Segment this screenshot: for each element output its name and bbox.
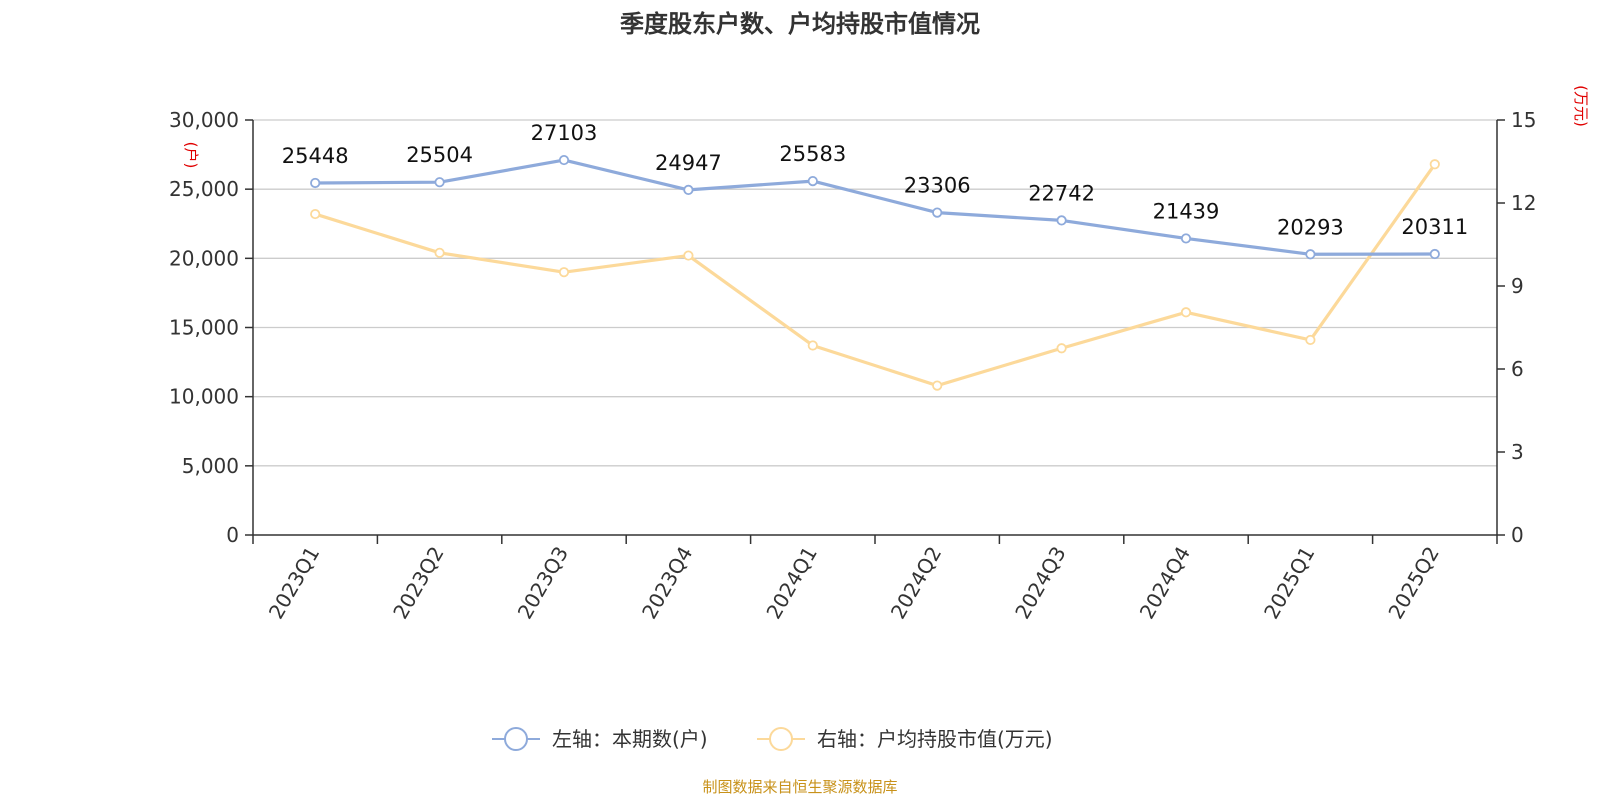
data-point[interactable] bbox=[558, 154, 570, 166]
data-point[interactable] bbox=[558, 267, 570, 278]
data-point[interactable] bbox=[1180, 307, 1192, 318]
x-tick-label: 2024Q3 bbox=[1010, 542, 1070, 623]
chart-title: 季度股东户数、户均持股市值情况 bbox=[620, 10, 980, 38]
series-line bbox=[315, 158, 1435, 256]
left-tick-label: 20,000 bbox=[169, 246, 239, 270]
data-point[interactable] bbox=[932, 207, 943, 218]
data-label: 27103 bbox=[531, 121, 598, 145]
legend-right-label: 右轴：户均持股市值(万元) bbox=[817, 727, 1053, 751]
x-tick-label: 2024Q4 bbox=[1135, 542, 1195, 623]
left-tick-label: 10,000 bbox=[169, 385, 239, 409]
data-point[interactable] bbox=[932, 380, 943, 391]
right-axis-unit: (万元) bbox=[1572, 85, 1590, 127]
data-point[interactable] bbox=[807, 176, 818, 187]
left-tick-label: 0 bbox=[226, 523, 239, 547]
left-tick-label: 15,000 bbox=[169, 316, 239, 340]
x-tick-label: 2024Q1 bbox=[761, 542, 821, 623]
left-tick-label: 30,000 bbox=[169, 108, 239, 132]
data-point[interactable] bbox=[310, 177, 321, 189]
right-tick-label: 15 bbox=[1511, 108, 1536, 132]
data-label: 20311 bbox=[1401, 215, 1468, 239]
grid-lines bbox=[253, 119, 1497, 467]
data-point[interactable] bbox=[1056, 215, 1067, 226]
data-point[interactable] bbox=[683, 184, 694, 195]
legend-left-marker bbox=[504, 727, 528, 751]
data-point[interactable] bbox=[1305, 334, 1316, 346]
data-label: 24947 bbox=[655, 151, 722, 175]
series-line bbox=[314, 163, 1437, 388]
data-point[interactable] bbox=[434, 177, 445, 188]
x-axis-ticks: 2023Q1 2023Q2 2023Q3 2023Q4 2024Q1 2024Q2 2024… bbox=[252, 535, 1498, 623]
data-point[interactable] bbox=[1305, 249, 1316, 260]
legend-item-right[interactable]: 右轴：户均持股市值(万元) bbox=[757, 727, 1053, 751]
data-label: 23306 bbox=[904, 174, 971, 198]
legend[interactable]: 左轴：本期数(户) 右轴：户均持股市值(万元) bbox=[492, 727, 1053, 751]
data-label: 25448 bbox=[282, 144, 349, 168]
data-label: 21439 bbox=[1153, 199, 1220, 223]
right-tick-label: 6 bbox=[1511, 357, 1524, 381]
data-point[interactable] bbox=[683, 250, 694, 261]
x-tick-label: 2025Q2 bbox=[1383, 542, 1443, 623]
left-tick-label: 5,000 bbox=[182, 454, 239, 478]
left-axis-unit: (户) bbox=[182, 142, 200, 169]
data-point[interactable] bbox=[1056, 343, 1067, 354]
x-tick-label: 2023Q1 bbox=[264, 542, 324, 623]
data-label: 22742 bbox=[1028, 181, 1095, 205]
data-point[interactable] bbox=[807, 340, 818, 351]
right-axis-ticks: 0 3 6 9 12 15 bbox=[1497, 108, 1536, 547]
x-tick-label: 2025Q1 bbox=[1259, 542, 1319, 623]
data-label: 25504 bbox=[406, 143, 473, 167]
x-tick-label: 2023Q3 bbox=[513, 542, 573, 623]
series-right bbox=[310, 159, 1440, 391]
x-tick-label: 2023Q4 bbox=[637, 542, 697, 623]
right-tick-label: 0 bbox=[1511, 523, 1524, 547]
x-tick-label: 2024Q2 bbox=[886, 542, 946, 623]
data-point[interactable] bbox=[434, 247, 445, 258]
legend-item-left[interactable]: 左轴：本期数(户) bbox=[492, 727, 708, 751]
right-tick-label: 12 bbox=[1511, 191, 1536, 215]
x-tick-label: 2023Q2 bbox=[388, 542, 448, 623]
data-label: 25583 bbox=[779, 142, 846, 166]
data-point[interactable] bbox=[1429, 159, 1440, 170]
right-tick-label: 9 bbox=[1511, 274, 1524, 298]
data-point[interactable] bbox=[310, 208, 321, 220]
data-labels: 25448 25504 27103 24947 25583 23306 22742 21439… bbox=[282, 121, 1468, 239]
data-point[interactable] bbox=[1180, 233, 1192, 244]
left-tick-label: 25,000 bbox=[169, 177, 239, 201]
series-left bbox=[310, 154, 1440, 260]
right-tick-label: 3 bbox=[1511, 440, 1524, 464]
source-note: 制图数据来自恒生聚源数据库 bbox=[702, 778, 897, 796]
left-axis-ticks: 0 5,000 10,000 15,000 20,000 25,000 30,000 bbox=[169, 108, 253, 547]
legend-right-marker bbox=[769, 727, 793, 751]
legend-left-label: 左轴：本期数(户) bbox=[552, 727, 708, 751]
data-label: 20293 bbox=[1277, 215, 1344, 239]
data-point[interactable] bbox=[1429, 248, 1440, 260]
